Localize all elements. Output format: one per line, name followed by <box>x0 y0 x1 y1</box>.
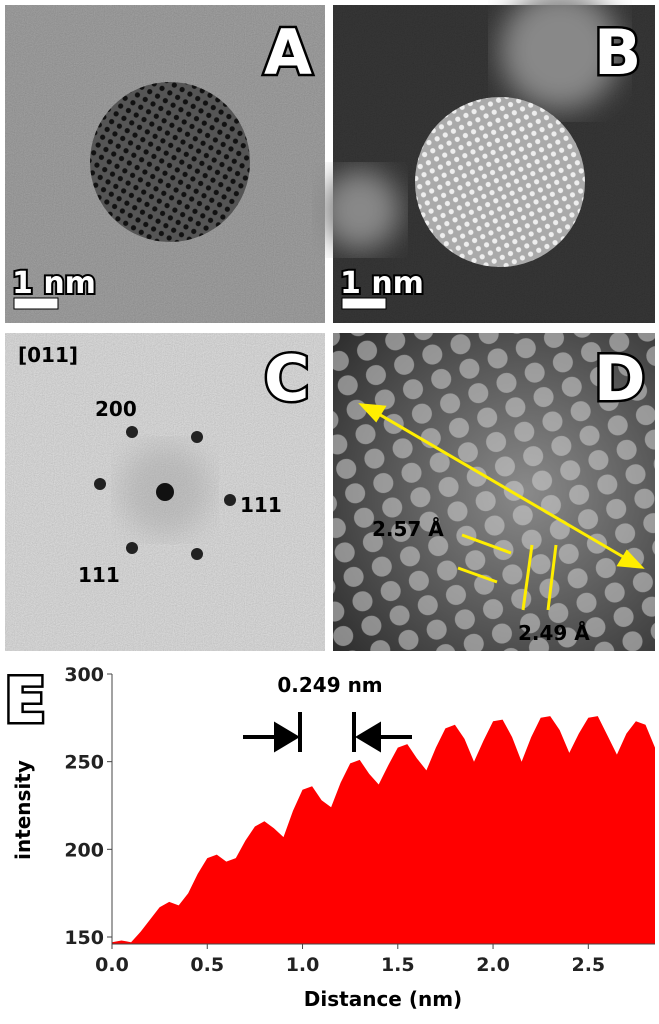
zone-axis: [011] <box>18 343 78 367</box>
spot-label: 200 <box>95 397 137 421</box>
panel-b <box>320 0 655 323</box>
x-tick-label: 0.0 <box>95 954 129 976</box>
annotation: 0.249 nm <box>277 673 382 697</box>
panel-label: C <box>264 342 310 415</box>
y-axis-title: intensity <box>11 760 35 860</box>
spot-label: 111 <box>78 563 120 587</box>
panel-d: 2.57 Å 2.49 Å <box>333 333 655 651</box>
panel-label: A <box>264 16 312 89</box>
chart: 0.249 nm intensity Distance (nm) 150 200 2… <box>11 664 655 1011</box>
y-tick-label: 200 <box>64 839 104 861</box>
spacing-label: 2.49 Å <box>518 621 590 645</box>
spot-label: 111 <box>240 493 282 517</box>
spacing-label: 2.57 Å <box>372 517 444 541</box>
scale-bar-label: 1 nm <box>12 266 96 301</box>
y-tick-label: 300 <box>64 664 104 686</box>
scale-bar-label: 1 nm <box>340 266 424 301</box>
panel-label: D <box>594 342 645 415</box>
x-tick-label: 0.5 <box>190 954 224 976</box>
x-tick-label: 1.0 <box>286 954 320 976</box>
panel-label: B <box>594 16 641 89</box>
x-tick-label: 2.5 <box>571 954 605 976</box>
x-tick-label: 2.0 <box>476 954 510 976</box>
panel-c: [011] 200 111 111 <box>5 333 325 651</box>
panel-a <box>5 5 325 323</box>
x-tick-label: 1.5 <box>381 954 415 976</box>
area <box>112 716 655 944</box>
y-tick-label: 150 <box>64 927 104 949</box>
y-tick-label: 250 <box>64 752 104 774</box>
x-axis-title: Distance (nm) <box>304 987 462 1011</box>
panel-label: E <box>4 664 46 737</box>
